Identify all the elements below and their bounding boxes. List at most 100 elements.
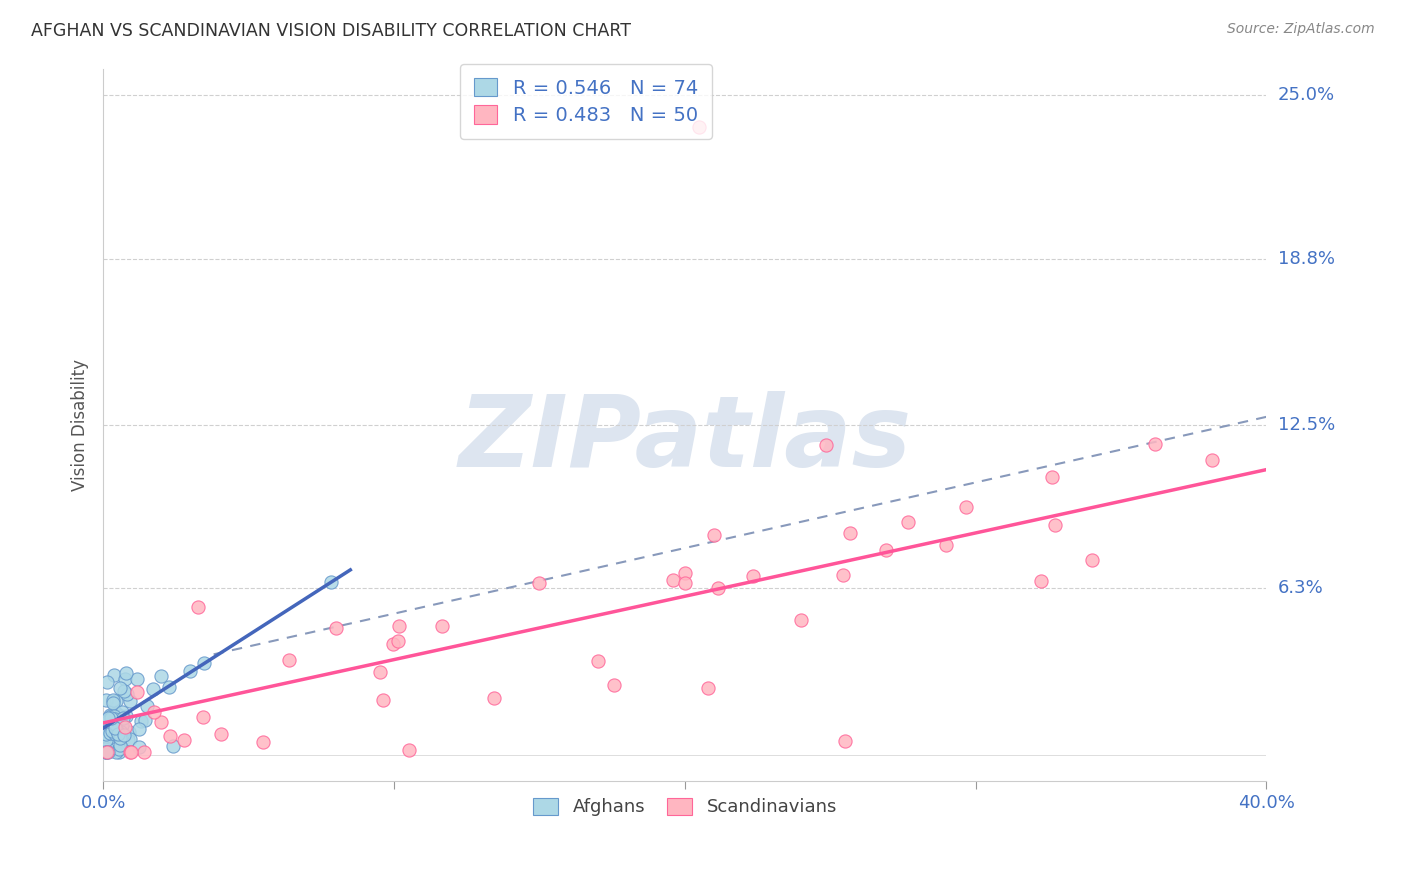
- Point: [134, 745, 156, 759]
- Point: [110, 719, 132, 733]
- Point: [103, 709, 125, 723]
- Point: [98, 707, 121, 722]
- Point: [94, 719, 117, 733]
- Point: [111, 705, 134, 719]
- Point: [529, 575, 551, 590]
- Point: [107, 745, 129, 759]
- Point: [108, 714, 131, 729]
- Point: [935, 538, 957, 552]
- Point: [142, 705, 165, 719]
- Point: [108, 731, 131, 745]
- Point: [107, 727, 129, 741]
- Point: [117, 687, 139, 701]
- Point: [97, 714, 120, 728]
- Point: [96, 674, 118, 689]
- Text: 18.8%: 18.8%: [1278, 250, 1334, 268]
- Point: [94, 745, 117, 759]
- Point: [118, 725, 141, 739]
- Point: [97, 722, 120, 736]
- Point: [706, 581, 728, 595]
- Point: [149, 714, 172, 729]
- Point: [104, 712, 127, 726]
- Point: [100, 709, 122, 723]
- Point: [162, 739, 184, 754]
- Point: [388, 618, 411, 632]
- Point: [118, 745, 141, 759]
- Point: [98, 726, 121, 740]
- Point: [1081, 553, 1104, 567]
- Point: [103, 668, 125, 682]
- Point: [100, 723, 122, 738]
- Point: [484, 690, 506, 705]
- Point: [108, 681, 131, 695]
- Point: [831, 568, 853, 582]
- Point: [209, 727, 232, 741]
- Point: [114, 720, 136, 734]
- Point: [94, 729, 117, 743]
- Point: [1031, 574, 1053, 588]
- Point: [120, 731, 142, 746]
- Point: [1201, 453, 1223, 467]
- Point: [111, 728, 134, 742]
- Point: [134, 713, 156, 727]
- Point: [839, 526, 862, 541]
- Point: [112, 728, 135, 742]
- Point: [100, 711, 122, 725]
- Point: [101, 695, 124, 709]
- Point: [115, 666, 138, 681]
- Point: [117, 732, 139, 747]
- Point: [94, 714, 117, 728]
- Point: [98, 730, 121, 744]
- Point: [741, 569, 763, 583]
- Point: [104, 721, 127, 735]
- Text: 6.3%: 6.3%: [1278, 580, 1323, 598]
- Point: [662, 573, 685, 587]
- Point: [104, 706, 127, 720]
- Point: [110, 738, 132, 752]
- Point: [97, 745, 120, 759]
- Point: [142, 681, 165, 696]
- Point: [897, 516, 920, 530]
- Point: [325, 621, 347, 635]
- Point: [1144, 437, 1167, 451]
- Point: [688, 120, 710, 134]
- Point: [94, 733, 117, 747]
- Point: [368, 665, 391, 679]
- Text: 12.5%: 12.5%: [1278, 416, 1334, 434]
- Point: [432, 619, 454, 633]
- Point: [673, 566, 696, 581]
- Point: [96, 714, 118, 728]
- Point: [112, 684, 135, 698]
- Point: [790, 613, 813, 627]
- Point: [104, 727, 127, 741]
- Point: [114, 708, 136, 723]
- Point: [105, 723, 128, 738]
- Point: [128, 739, 150, 754]
- Point: [173, 733, 195, 747]
- Point: [193, 710, 215, 724]
- Point: [110, 709, 132, 723]
- Point: [387, 633, 409, 648]
- Point: [96, 741, 118, 756]
- Point: [603, 678, 626, 692]
- Point: [398, 743, 420, 757]
- Point: [252, 734, 274, 748]
- Point: [104, 745, 127, 759]
- Point: [157, 680, 180, 694]
- Point: [1040, 470, 1063, 484]
- Point: [100, 717, 122, 731]
- Point: [588, 654, 610, 668]
- Point: [277, 653, 299, 667]
- Point: [96, 745, 118, 759]
- Point: [108, 742, 131, 756]
- Point: [875, 543, 897, 558]
- Point: [103, 696, 125, 710]
- Point: [104, 694, 127, 708]
- Point: [97, 711, 120, 725]
- Point: [193, 656, 215, 670]
- Point: [697, 681, 720, 695]
- Point: [114, 672, 136, 686]
- Point: [149, 669, 172, 683]
- Point: [703, 527, 725, 541]
- Point: [955, 500, 977, 514]
